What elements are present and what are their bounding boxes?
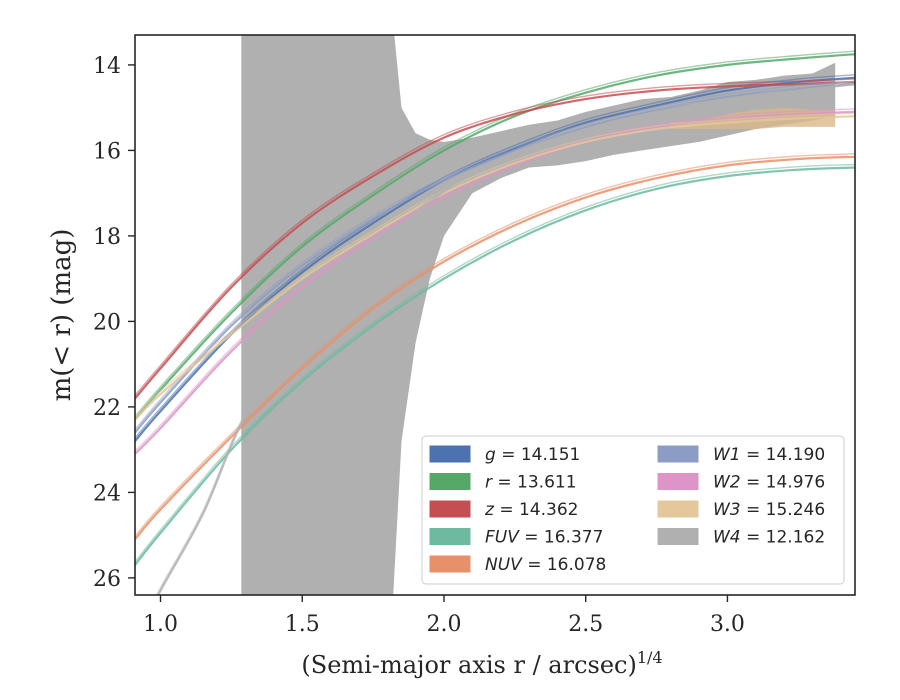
line-w3 [135, 115, 855, 421]
legend-band-name: NUV [485, 555, 523, 575]
y-tick-label: 18 [93, 225, 121, 250]
plot-frame [134, 34, 856, 596]
legend-magnitude: = 16.377 [519, 528, 604, 548]
legend-label: FUV = 16.377 [485, 528, 603, 548]
legend-swatch [657, 500, 699, 518]
line-nuv-companion [135, 153, 855, 537]
line-r [135, 53, 855, 421]
legend-label: W1 = 14.190 [713, 445, 825, 465]
legend-magnitude: = 13.611 [492, 473, 577, 493]
legend-magnitude: = 12.162 [741, 528, 826, 548]
legend-label: r = 13.611 [485, 473, 577, 493]
legend-item-w1: W1 = 14.190 [657, 445, 825, 465]
line-w1 [135, 83, 855, 434]
series-w4 [155, 80, 855, 595]
legend-band-name: W2 [713, 473, 741, 493]
line-nuv [135, 155, 855, 541]
legend-label: W2 = 14.976 [713, 473, 825, 493]
line-r-companion [135, 50, 855, 418]
x-axis-label-text: (Semi-major axis r / arcsec) [301, 651, 636, 679]
band-w4 [241, 35, 836, 595]
y-tick-label: 14 [93, 54, 121, 79]
line-w4-companion [155, 80, 855, 595]
legend-item-r: r = 13.611 [429, 473, 577, 493]
legend-swatch [429, 555, 471, 573]
legend-band-name: FUV [485, 528, 520, 548]
line-w1-companion [135, 80, 855, 431]
x-tick-label: 1.5 [285, 612, 320, 637]
legend-band-name: z [484, 500, 495, 520]
series-w3 [135, 112, 855, 421]
x-tick-label: 2.5 [568, 612, 603, 637]
legend-magnitude: = 16.078 [522, 555, 607, 575]
y-tick-label: 16 [93, 139, 121, 164]
y-axis-label: m(< r) (mag) [47, 229, 77, 402]
legend-item-w4: W4 = 12.162 [657, 528, 825, 548]
y-axis: 14 16 18 20 22 24 26 [93, 54, 135, 592]
legend-label: W3 = 15.246 [713, 500, 825, 520]
legend-magnitude: = 14.151 [496, 445, 581, 465]
legend-band-name: W3 [713, 500, 741, 520]
series-w1 [135, 80, 855, 434]
legend-band-name: r [485, 473, 493, 493]
curve-lines [135, 50, 855, 595]
x-axis-label: (Semi-major axis r / arcsec)1/4 [301, 648, 662, 679]
legend-label: z = 14.362 [484, 500, 578, 520]
legend-item-fuv: FUV = 16.377 [429, 528, 603, 548]
y-tick-label: 26 [93, 567, 121, 592]
x-tick-label: 1.0 [143, 612, 178, 637]
series-nuv [135, 153, 855, 541]
line-z [135, 80, 855, 400]
line-w4 [157, 83, 855, 595]
legend-item-z: z = 14.362 [429, 500, 578, 520]
legend-magnitude: = 15.246 [741, 500, 826, 520]
legend-magnitude: = 14.362 [494, 500, 579, 520]
line-z-companion [135, 78, 855, 396]
legend-band-name: g [485, 445, 496, 465]
legend-band-name: W1 [713, 445, 741, 465]
series-fuv [135, 163, 855, 566]
line-w2 [135, 110, 855, 455]
legend-swatch [657, 473, 699, 490]
y-tick-label: 20 [93, 310, 121, 335]
y-tick-label: 24 [93, 481, 121, 506]
legend-label: g = 14.151 [485, 445, 580, 465]
legend-swatch [429, 528, 471, 545]
line-fuv-companion [135, 163, 855, 563]
line-w3-companion [135, 112, 855, 418]
series-z [135, 78, 855, 400]
series-r [135, 50, 855, 421]
x-tick-label: 3.0 [710, 612, 745, 637]
legend-label: NUV = 16.078 [485, 555, 606, 575]
y-tick-label: 22 [93, 396, 121, 421]
legend-item-w2: W2 = 14.976 [657, 473, 825, 493]
legend-item-nuv: NUV = 16.078 [429, 555, 606, 575]
legend-swatch [657, 528, 699, 545]
x-axis-label-exponent: 1/4 [637, 648, 663, 667]
legend-magnitude: = 14.190 [741, 445, 826, 465]
legend-item-w3: W3 = 15.246 [657, 500, 825, 520]
legend-swatch [657, 445, 699, 463]
legend-frame [421, 435, 845, 585]
legend-swatch [429, 445, 471, 463]
line-fuv [135, 166, 855, 566]
legend-swatch [429, 500, 471, 518]
legend-item-g: g = 14.151 [429, 445, 580, 465]
legend-swatch [429, 473, 471, 490]
legend-band-name: W4 [713, 528, 741, 548]
legend-label: W4 = 12.162 [713, 528, 825, 548]
x-axis: 1.0 1.5 2.0 2.5 3.0 [143, 595, 745, 637]
x-tick-label: 2.0 [426, 612, 461, 637]
legend-magnitude: = 14.976 [741, 473, 826, 493]
